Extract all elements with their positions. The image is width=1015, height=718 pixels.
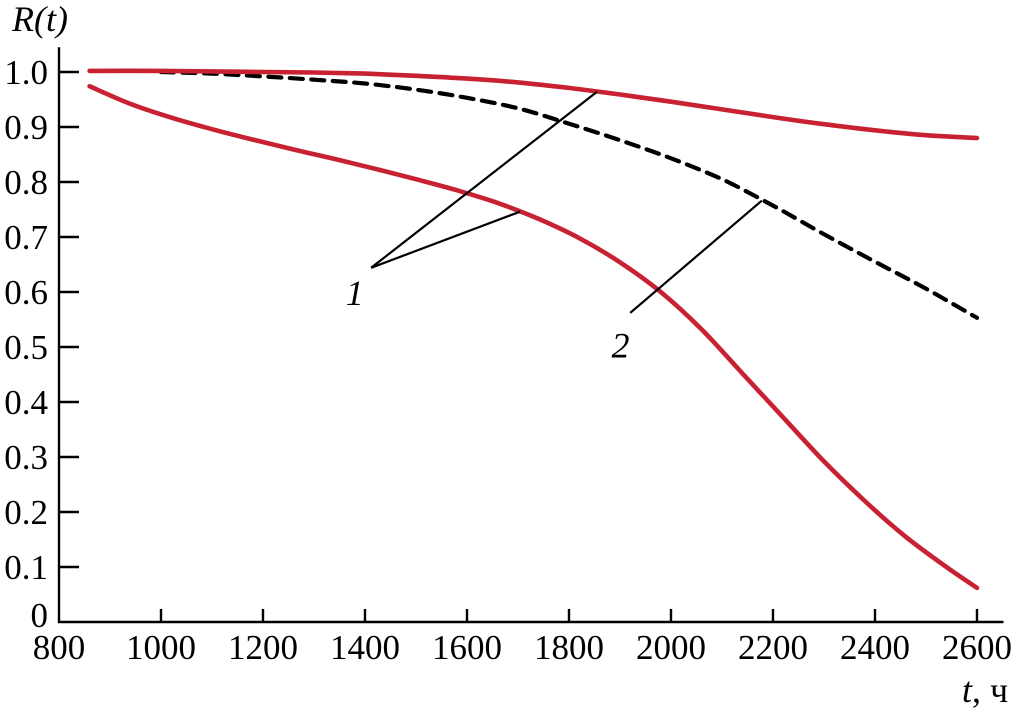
x-tick-label: 2600 [942,628,1012,667]
x-axis-title: t, ч [962,670,1008,710]
curve-upper-bound-curve [87,68,980,141]
y-axis-title: R(t) [11,0,68,39]
y-tick-label: 0.5 [4,328,48,367]
curve-lower-bound-curve [87,84,980,591]
y-tick-label: 0.9 [4,108,48,147]
x-tick-label: 1600 [432,628,502,667]
y-tick-label: 0.2 [4,493,48,532]
x-tick-label: 2000 [636,628,706,667]
y-tick-label: 1.0 [4,53,48,92]
y-tick-label: 0.3 [4,438,48,477]
y-tick-label: 0.8 [4,163,48,202]
y-tick-label: 0 [31,596,49,635]
y-tick-label: 0.1 [4,548,48,587]
x-tick-label: 1200 [228,628,298,667]
x-tick-label: 1400 [330,628,400,667]
callout-label-2: 2 [611,325,629,365]
x-tick-label: 800 [33,628,86,667]
y-tick-label: 0.7 [4,218,48,257]
x-tick-label: 1000 [126,628,196,667]
curve-dashed-estimate-curve [158,69,980,320]
x-tick-label: 2200 [738,628,808,667]
callout-leader-1 [370,210,521,269]
callout-leader-2 [629,199,763,314]
axes-spine [57,47,1004,624]
x-tick-label: 1800 [534,628,604,667]
callout-leader-1 [370,90,598,269]
x-tick-label: 2400 [840,628,910,667]
y-tick-label: 0.6 [4,273,48,312]
callout-label-1: 1 [346,273,364,313]
y-tick-label: 0.4 [4,383,48,422]
